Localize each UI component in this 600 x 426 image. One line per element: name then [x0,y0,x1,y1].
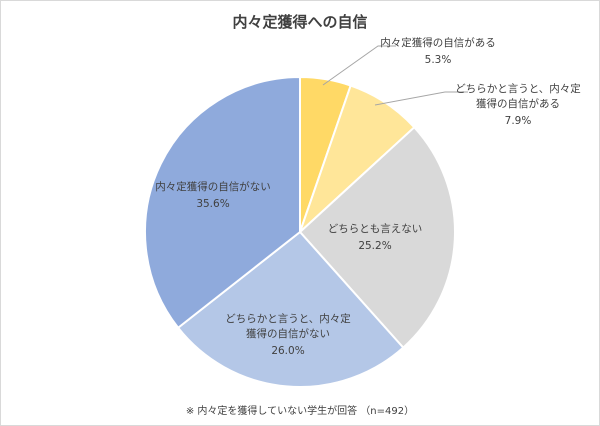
pie-slice-5 [144,75,301,330]
slice-label-4-line-2: 獲得の自信がない [246,327,330,340]
slice-value-label-5: 35.6% [196,198,229,210]
slice-value-label-1: 5.3% [425,54,452,66]
slice-label-5-line-1: 内々定獲得の自信がない [155,180,271,193]
slice-label-1-line-1: 内々定獲得の自信がある [380,36,496,49]
slice-value-label-4: 26.0% [271,345,304,357]
chart-footnote: ※ 内々定を獲得していない学生が回答 （n=492） [185,406,415,417]
pie-slice-4 [176,230,405,388]
slice-label-2-line-1: どちらかと言うと、内々定 [455,82,581,95]
leader-line-2 [374,91,468,106]
slice-label-2-line-2: 獲得の自信がある [476,97,560,110]
slice-label-3-line-1: どちらとも言えない [328,222,423,235]
slice-value-label-3: 25.2% [358,240,391,252]
slice-value-label-2: 7.9% [505,115,532,127]
leader-line-1 [322,45,396,86]
pie-slice-3 [298,125,456,350]
chart-title: 内々定獲得への自信 [232,13,368,31]
slice-label-4-line-1: どちらかと言うと、内々定 [225,312,351,325]
